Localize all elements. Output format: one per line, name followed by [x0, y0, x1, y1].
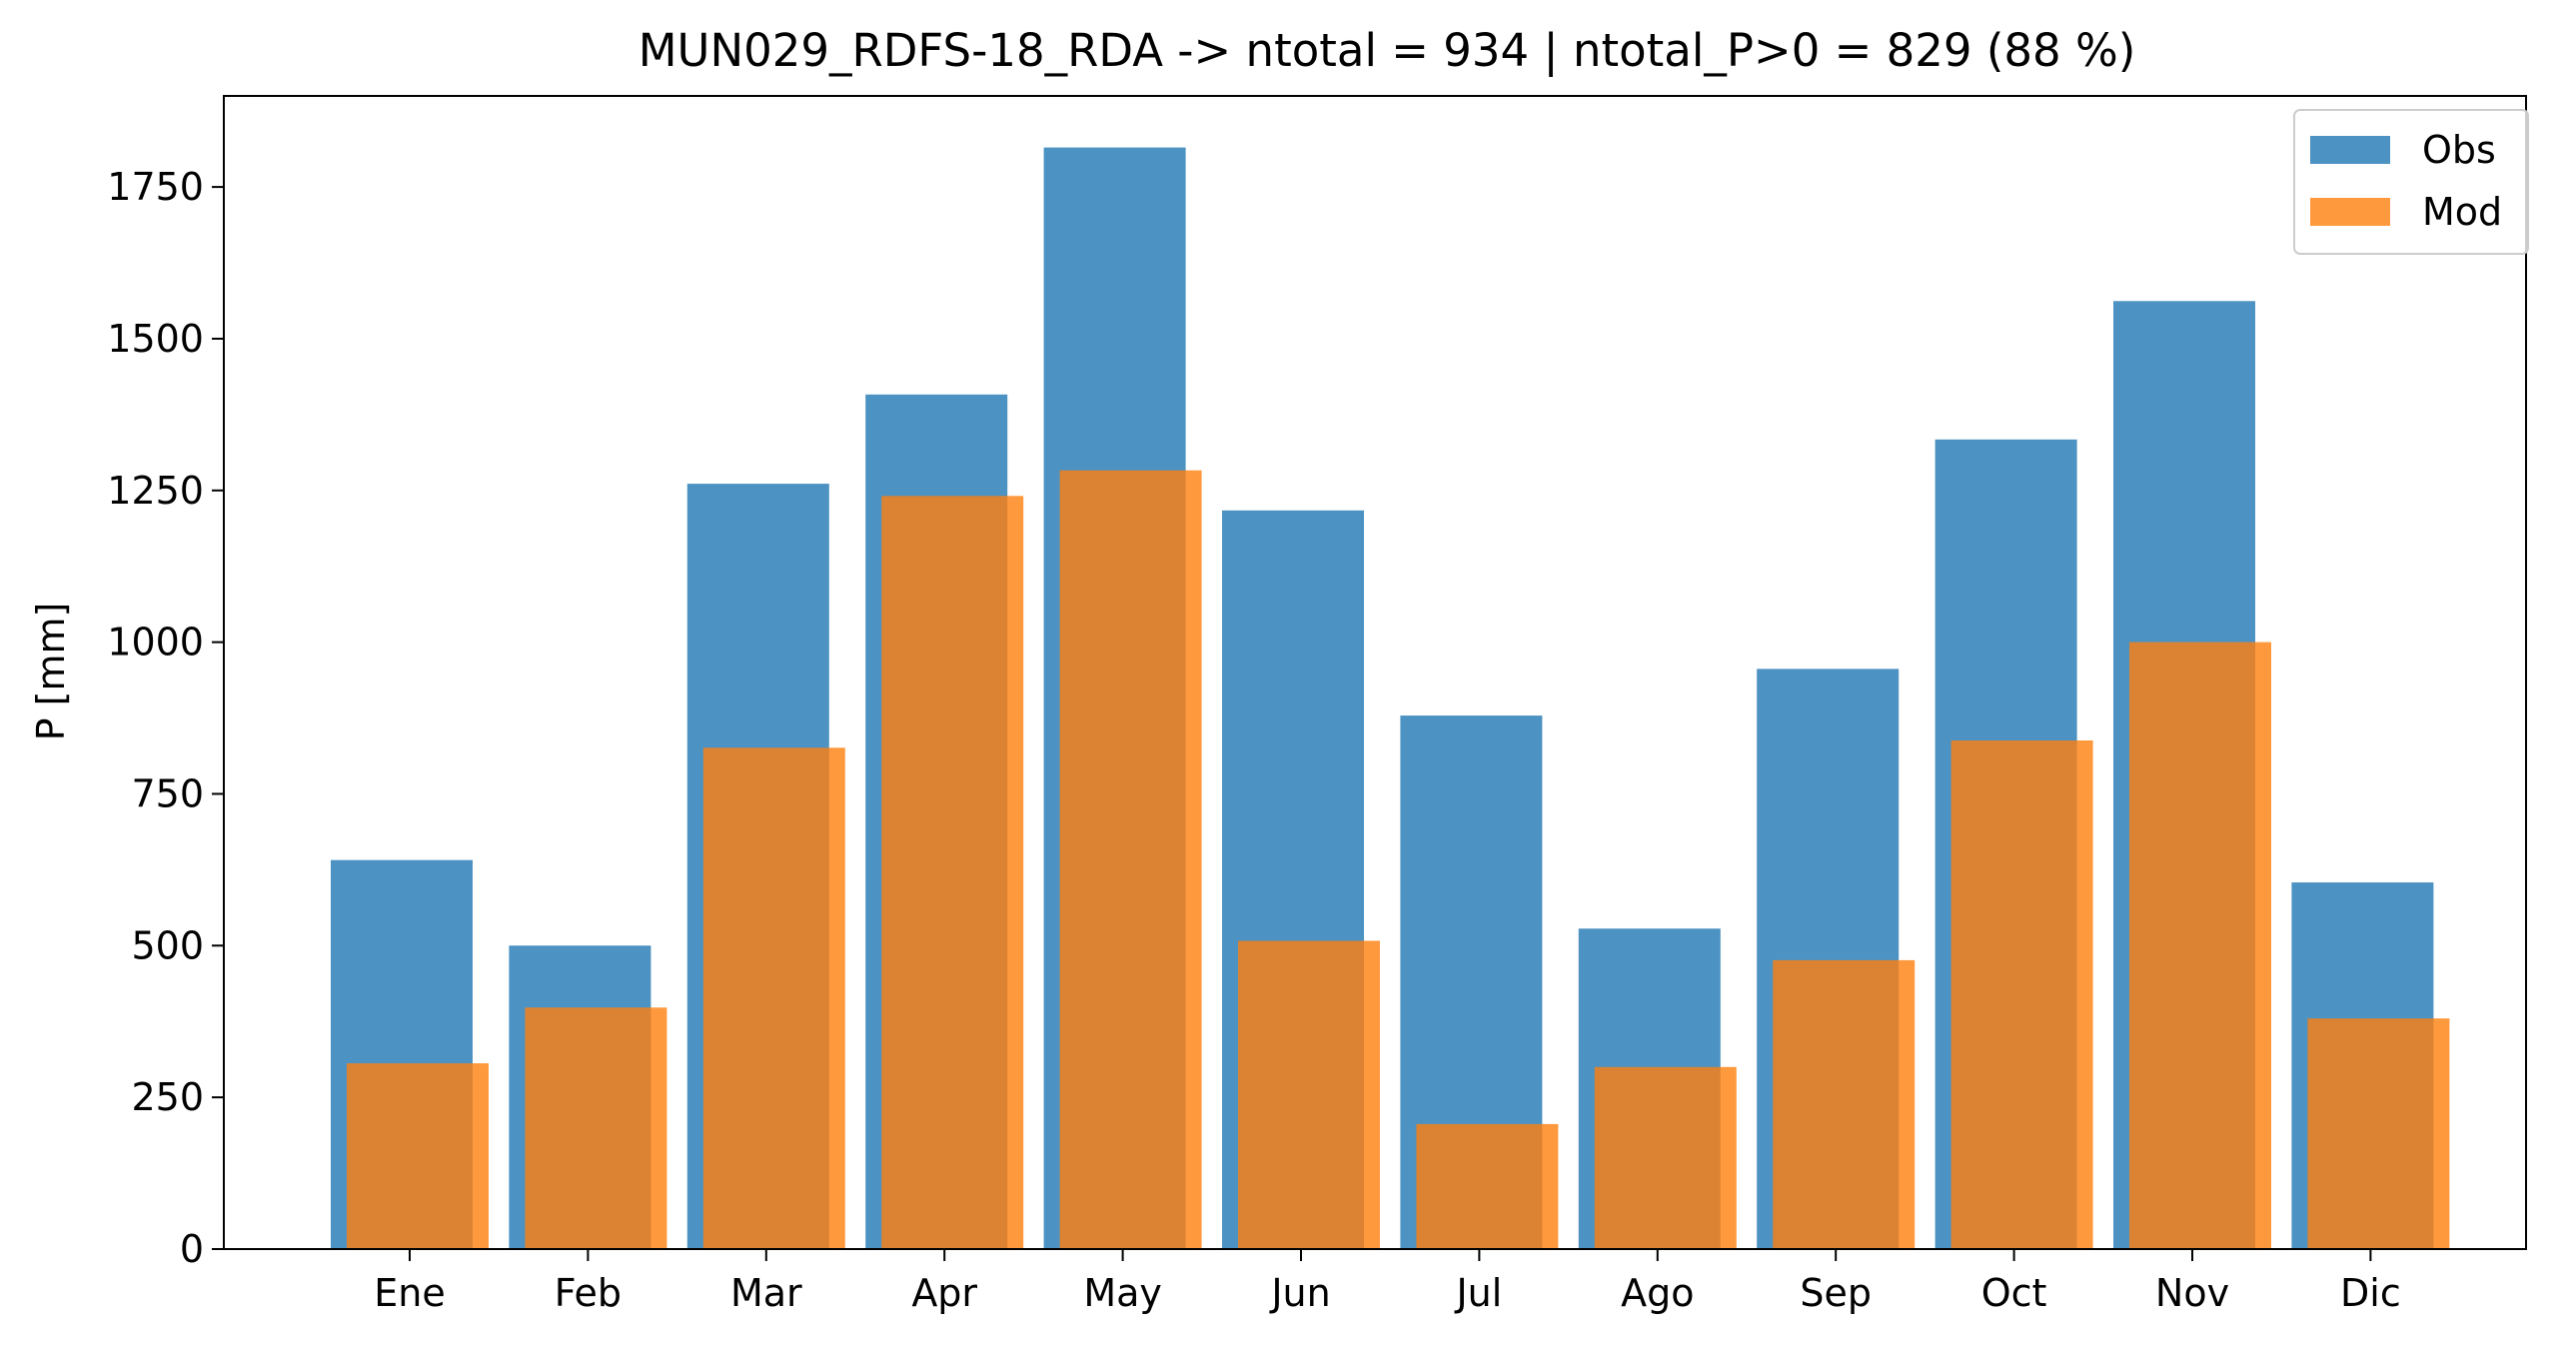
x-tick-label-jun: Jun — [1269, 1271, 1330, 1315]
y-tick-label: 750 — [131, 771, 204, 815]
legend-swatch-obs — [2310, 136, 2390, 164]
y-tick-label: 0 — [180, 1227, 204, 1271]
y-tick-label: 250 — [131, 1075, 204, 1119]
y-tick-label: 1000 — [107, 621, 204, 665]
bar-mod-jul — [1416, 1123, 1559, 1249]
bar-mod-jun — [1238, 940, 1380, 1249]
chart-title: MUN029_RDFS-18_RDA -> ntotal = 934 | nto… — [639, 24, 2136, 77]
bar-mod-mar — [702, 747, 845, 1249]
y-tick-label: 1750 — [107, 165, 204, 209]
x-tick-label-may: May — [1083, 1271, 1162, 1315]
bar-mod-nov — [2129, 642, 2271, 1249]
legend-label-obs: Obs — [2422, 128, 2496, 172]
bar-mod-ago — [1594, 1066, 1737, 1249]
x-axis-ticks: Ene Feb Mar Apr May Jun Jul Ago Sep Oct Nov Dic — [374, 1249, 2401, 1315]
bar-mod-dic — [2307, 1018, 2450, 1249]
x-tick-label-nov: Nov — [2155, 1271, 2229, 1315]
y-tick-label: 1250 — [107, 469, 204, 513]
x-tick-label-ene: Ene — [374, 1271, 445, 1315]
x-tick-label-apr: Apr — [911, 1271, 977, 1315]
legend-swatch-mod — [2310, 198, 2390, 226]
x-tick-label-ago: Ago — [1621, 1271, 1694, 1315]
bar-mod-feb — [525, 1007, 667, 1249]
bar-mod-sep — [1773, 959, 1916, 1249]
bars-layer — [331, 147, 2450, 1250]
x-tick-label-dic: Dic — [2340, 1271, 2401, 1315]
bar-mod-ene — [347, 1063, 489, 1249]
x-tick-label-oct: Oct — [1981, 1271, 2047, 1315]
bar-mod-apr — [881, 496, 1024, 1249]
bar-mod-oct — [1950, 740, 2093, 1249]
x-tick-label-sep: Sep — [1800, 1271, 1872, 1315]
bar-mod-may — [1059, 470, 1202, 1249]
x-tick-label-mar: Mar — [730, 1271, 802, 1315]
plot-area-frame — [223, 95, 2527, 1250]
legend-label-mod: Mod — [2422, 190, 2502, 234]
y-tick-label: 500 — [131, 923, 204, 967]
y-axis-title: P [mm] — [29, 603, 73, 741]
y-tick-label: 1500 — [107, 317, 204, 361]
x-tick-label-jul: Jul — [1454, 1271, 1502, 1315]
y-axis-ticks: 0 250 500 750 1000 1250 1500 1750 — [107, 165, 224, 1271]
x-tick-label-feb: Feb — [555, 1271, 622, 1315]
legend: Obs Mod — [2293, 109, 2529, 255]
